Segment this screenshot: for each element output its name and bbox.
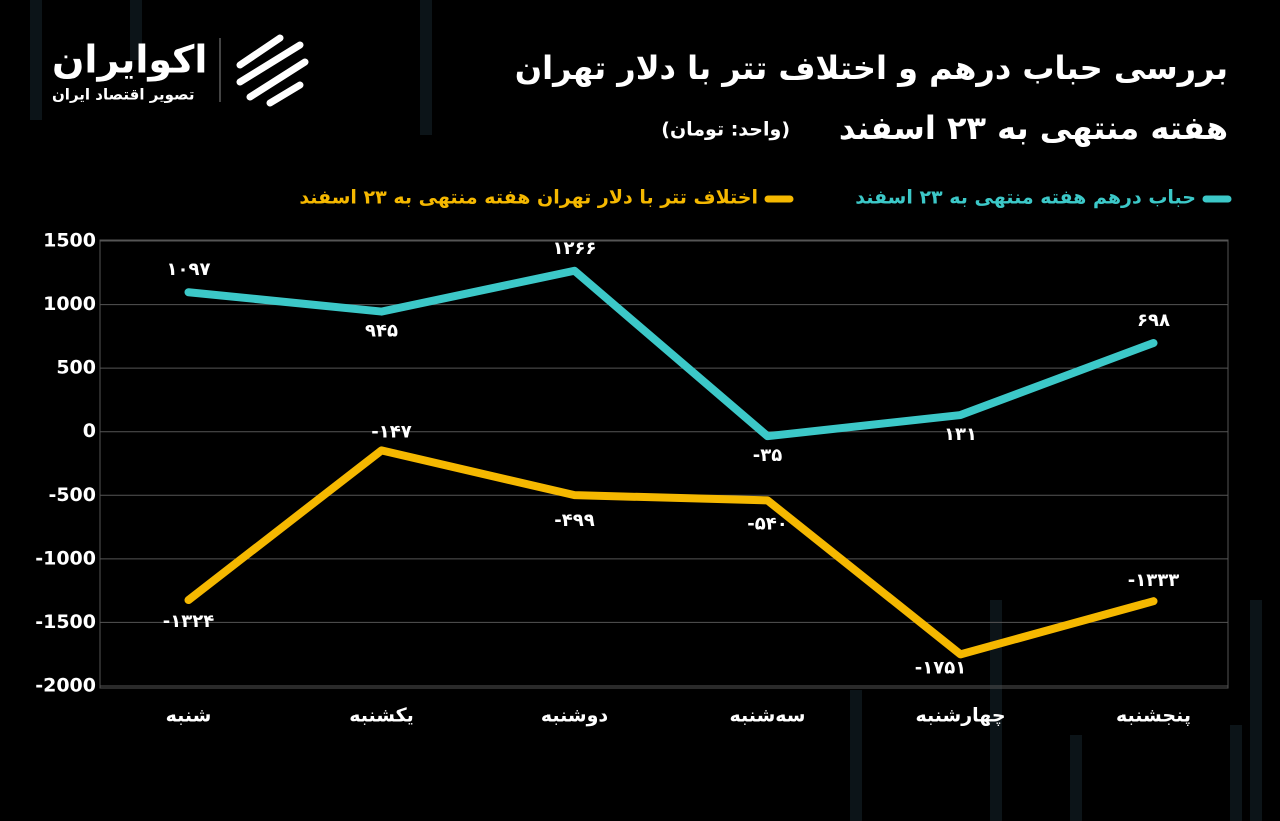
- plot-frame: [99, 239, 1229, 689]
- legend-label: اختلاف تتر با دلار تهران هفته منتهی به ۲…: [299, 187, 758, 209]
- brand-tagline: تصویر اقتصاد ایران: [52, 86, 194, 104]
- y-tick-label: 1000: [43, 293, 96, 315]
- brand-name: اکوایران: [52, 38, 207, 82]
- y-tick-label: 0: [83, 420, 96, 442]
- data-label: -۱۴۷: [371, 421, 411, 442]
- brand-logo: [236, 34, 309, 107]
- data-label: -۱۷۵۱: [915, 657, 966, 678]
- data-label: -۱۳۳۳: [1128, 570, 1179, 591]
- data-label: -۴۹۹: [554, 510, 594, 531]
- data-label: ۱۰۹۷: [167, 259, 211, 280]
- data-label: ۹۴۵: [365, 321, 398, 342]
- chart-subtitle: هفته منتهی به ۲۳ اسفند: [839, 109, 1228, 147]
- data-label: ۶۹۸: [1137, 310, 1170, 331]
- y-tick-label: 1500: [43, 230, 96, 252]
- background-decoration: [30, 0, 1262, 821]
- chart-title: بررسی حباب درهم و اختلاف تتر با دلار تهر…: [515, 49, 1228, 87]
- data-label: -۳۵: [753, 445, 782, 466]
- series-line: [184, 266, 1158, 441]
- x-tick-label: دوشنبه: [541, 705, 609, 727]
- x-tick-label: چهارشنبه: [915, 705, 1005, 727]
- series-line: [184, 446, 1158, 659]
- data-label: -۱۳۲۴: [163, 611, 214, 632]
- unit-note: (واحد: تومان): [661, 119, 790, 141]
- y-tick-label: -2000: [35, 675, 96, 697]
- y-tick-label: -500: [48, 484, 96, 506]
- y-tick-label: -1000: [35, 547, 96, 569]
- legend-label: حباب درهم هفته منتهی به ۲۳ اسفند: [855, 187, 1196, 209]
- x-tick-label: سه‌شنبه: [730, 705, 806, 727]
- y-tick-label: -1500: [35, 611, 96, 633]
- x-tick-label: یکشنبه: [349, 705, 414, 727]
- x-tick-label: پنجشنبه: [1116, 705, 1191, 727]
- data-label: ۱۲۶۶: [553, 238, 597, 259]
- x-tick-label: شنبه: [166, 705, 212, 727]
- data-label: -۵۴۰: [747, 513, 787, 534]
- data-label: ۱۳۱: [944, 424, 977, 445]
- y-tick-label: 500: [56, 357, 96, 379]
